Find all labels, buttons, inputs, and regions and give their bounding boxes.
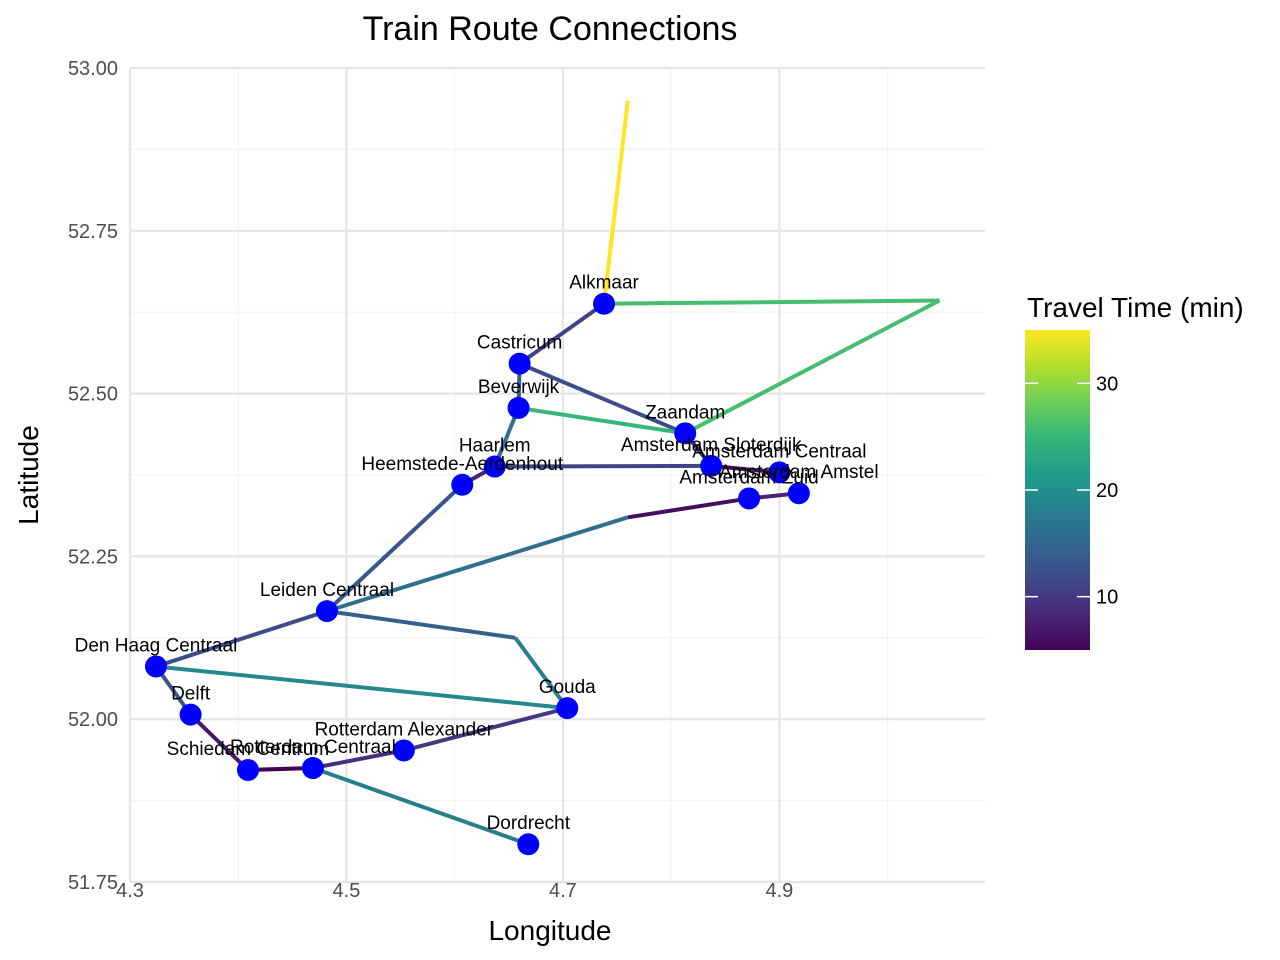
station-label: Amsterdam Amstel xyxy=(719,462,878,483)
station-point xyxy=(507,396,530,419)
legend-title: Travel Time (min) xyxy=(1027,292,1244,323)
x-axis-ticks: 4.3 4.5 4.7 4.9 xyxy=(116,880,793,902)
station-point xyxy=(700,454,723,477)
y-tick-label: 52.50 xyxy=(68,384,118,406)
station-point xyxy=(392,739,415,762)
route-segment xyxy=(518,302,606,366)
colorbar-tick-label: 10 xyxy=(1096,587,1118,609)
station-point xyxy=(508,352,531,375)
station-point xyxy=(315,600,338,623)
station-point xyxy=(517,833,540,856)
station-label: Gouda xyxy=(539,677,596,698)
route-segment xyxy=(494,463,712,469)
y-tick-label: 51.75 xyxy=(68,872,118,894)
x-tick-label: 4.9 xyxy=(765,880,793,902)
y-tick-label: 52.25 xyxy=(68,546,118,568)
station-point xyxy=(179,703,202,726)
route-segment xyxy=(325,483,464,613)
route-segment xyxy=(602,100,630,304)
y-tick-label: 53.00 xyxy=(68,58,118,80)
x-tick-label: 4.3 xyxy=(116,880,144,902)
route-segment xyxy=(627,496,750,520)
colorbar-tick-label: 20 xyxy=(1096,480,1118,502)
station-label: Delft xyxy=(171,684,211,705)
station-point xyxy=(556,697,579,720)
station-label: Alkmaar xyxy=(569,273,639,294)
route-segment xyxy=(518,405,686,436)
station-label: Leiden Centraal xyxy=(260,580,394,601)
station-point xyxy=(301,757,324,780)
station-label: Den Haag Centraal xyxy=(75,635,238,656)
route-segment xyxy=(326,515,629,614)
route-segment xyxy=(326,609,516,640)
station-point xyxy=(144,655,167,678)
y-axis-ticks: 51.75 52.00 52.25 52.50 52.75 53.00 xyxy=(68,58,118,894)
station-label: Dordrecht xyxy=(487,813,571,834)
station-points xyxy=(144,292,810,856)
station-label: Amsterdam Zuid xyxy=(679,467,818,488)
station-point xyxy=(236,758,259,781)
y-axis-title: Latitude xyxy=(13,425,44,525)
station-label: Beverwijk xyxy=(478,377,560,398)
route-segment xyxy=(312,766,529,847)
route-segment xyxy=(684,298,941,436)
route-segment xyxy=(513,636,569,710)
station-label: Amsterdam Centraal xyxy=(692,441,866,462)
route-segment xyxy=(155,609,328,669)
route-segment xyxy=(710,463,780,475)
station-label: Heemstede-Aerdenhout xyxy=(361,454,563,475)
station-point xyxy=(768,461,791,484)
station-labels: Alkmaar Castricum Beverwijk Zaandam HaarlemH… xyxy=(75,273,879,834)
colorbar-tick-label: 30 xyxy=(1096,373,1118,395)
colorbar-legend: Travel Time (min) 10 20 30 xyxy=(1025,292,1244,650)
station-point xyxy=(483,455,506,478)
station-label: Amsterdam Sloterdijk xyxy=(621,435,802,456)
x-tick-label: 4.7 xyxy=(549,880,577,902)
chart-title: Train Route Connections xyxy=(363,10,738,48)
station-point xyxy=(738,487,761,510)
route-segment xyxy=(312,748,405,771)
station-label: Schiedam Centrum xyxy=(167,739,330,760)
station-label: Rotterdam Centraal xyxy=(230,737,396,758)
y-tick-label: 52.75 xyxy=(68,221,118,243)
station-point xyxy=(674,422,697,445)
y-tick-label: 52.00 xyxy=(68,709,118,731)
colorbar-ticks: 10 20 30 xyxy=(1025,373,1118,609)
x-axis-title: Longitude xyxy=(488,915,611,946)
x-tick-label: 4.5 xyxy=(333,880,361,902)
route-connections xyxy=(154,100,941,847)
station-label: Castricum xyxy=(477,333,563,354)
station-label: Haarlem xyxy=(459,436,531,457)
station-label: Rotterdam Alexander xyxy=(315,719,494,740)
station-label: Zaandam xyxy=(645,402,725,423)
route-segment xyxy=(155,664,568,711)
station-point xyxy=(593,292,616,315)
route-segment xyxy=(189,713,250,772)
route-segment xyxy=(518,361,686,436)
route-segment xyxy=(604,298,940,306)
station-point xyxy=(451,473,474,496)
station-point xyxy=(787,482,810,505)
route-segment xyxy=(403,706,568,753)
